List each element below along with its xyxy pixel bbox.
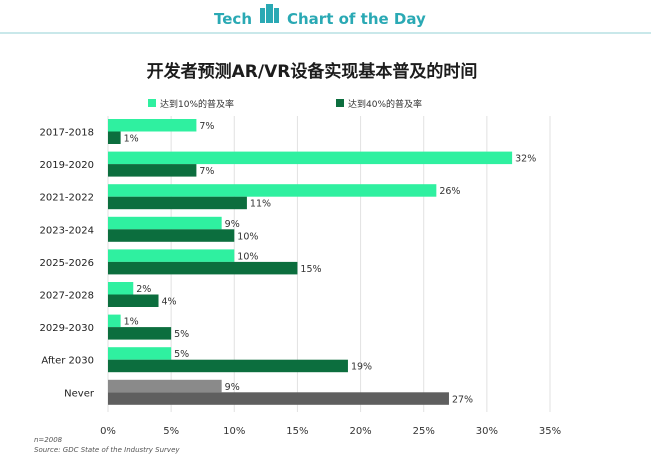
bar-40pct [108, 196, 247, 210]
bar-value-label: 1% [124, 317, 139, 328]
category-label: 2027-2028 [39, 291, 94, 302]
brand-logo-icon [260, 4, 279, 23]
header-tech: Tech [214, 10, 252, 28]
bar-40pct [108, 261, 298, 275]
bar-value-label: 26% [439, 186, 460, 197]
bar-value-label: 19% [351, 362, 372, 373]
bar-value-label: 10% [237, 251, 258, 262]
category-label: 2017-2018 [39, 128, 94, 139]
bar-value-label: 11% [250, 199, 271, 210]
legend-label-40pct: 达到40%的普及率 [348, 98, 422, 110]
bar-value-label: 9% [225, 382, 240, 393]
category-label: 2023-2024 [39, 225, 94, 236]
bar-10pct [108, 119, 197, 132]
bar-value-label: 5% [174, 349, 189, 360]
bar-40pct [108, 327, 172, 340]
bar-10pct [108, 379, 222, 393]
x-tick-label: 5% [163, 426, 179, 437]
legend-swatch-10pct [148, 99, 156, 107]
bar-40pct [108, 294, 159, 307]
category-labels: 2017-2018 2019-2020 2021-2022 2023-2024 2025… [39, 128, 94, 400]
bar-10pct [108, 184, 437, 197]
bars: 7%1%32%7%26%11%9%10%10%15%2%4%1%5%5%19%9… [108, 119, 536, 405]
x-tick-label: 35% [539, 426, 561, 437]
bar-10pct [108, 314, 121, 328]
bar-value-label: 7% [199, 121, 214, 132]
category-label: Never [64, 388, 95, 399]
bar-value-label: 7% [199, 166, 214, 177]
header-rule [0, 32, 651, 34]
bar-value-label: 2% [136, 284, 151, 295]
source-note: Source: GDC State of the Industry Survey [34, 446, 180, 454]
chart-title: 开发者预测AR/VR设备实现基本普及的时间 [147, 61, 478, 82]
category-label: 2021-2022 [39, 193, 94, 204]
bar-10pct [108, 151, 513, 165]
category-label: 2019-2020 [39, 160, 94, 171]
x-tick-label: 20% [349, 426, 371, 437]
x-tick-label: 25% [413, 426, 435, 437]
bar-value-label: 32% [515, 154, 536, 165]
bar-10pct [108, 282, 134, 295]
bar-40pct [108, 164, 197, 177]
bar-value-label: 27% [452, 394, 473, 405]
header-chart-of-the-day: Chart of the Day [287, 10, 426, 28]
x-tick-labels: 0% 5% 10% 15% 20% 25% 30% 35% [100, 426, 561, 437]
category-label: After 2030 [41, 356, 94, 367]
bar-value-label: 10% [237, 231, 258, 242]
bar-value-label: 15% [300, 264, 321, 275]
x-tick-label: 15% [286, 426, 308, 437]
x-tick-label: 0% [100, 426, 116, 437]
bar-40pct [108, 359, 348, 373]
category-label: 2025-2026 [39, 258, 94, 269]
bar-10pct [108, 347, 172, 360]
bar-value-label: 1% [124, 134, 139, 145]
bar-value-label: 9% [225, 219, 240, 230]
x-tick-label: 10% [223, 426, 245, 437]
category-label: 2029-2030 [39, 323, 94, 334]
bar-40pct [108, 392, 449, 405]
bar-10pct [108, 216, 222, 230]
bar-value-label: 5% [174, 329, 189, 340]
bar-40pct [108, 131, 121, 144]
legend-label-10pct: 达到10%的普及率 [160, 98, 234, 110]
x-tick-label: 30% [476, 426, 498, 437]
bar-40pct [108, 229, 235, 242]
sample-size-note: n=2008 [34, 436, 63, 444]
legend-swatch-40pct [336, 99, 344, 107]
bar-10pct [108, 249, 235, 262]
bar-value-label: 4% [162, 297, 177, 308]
